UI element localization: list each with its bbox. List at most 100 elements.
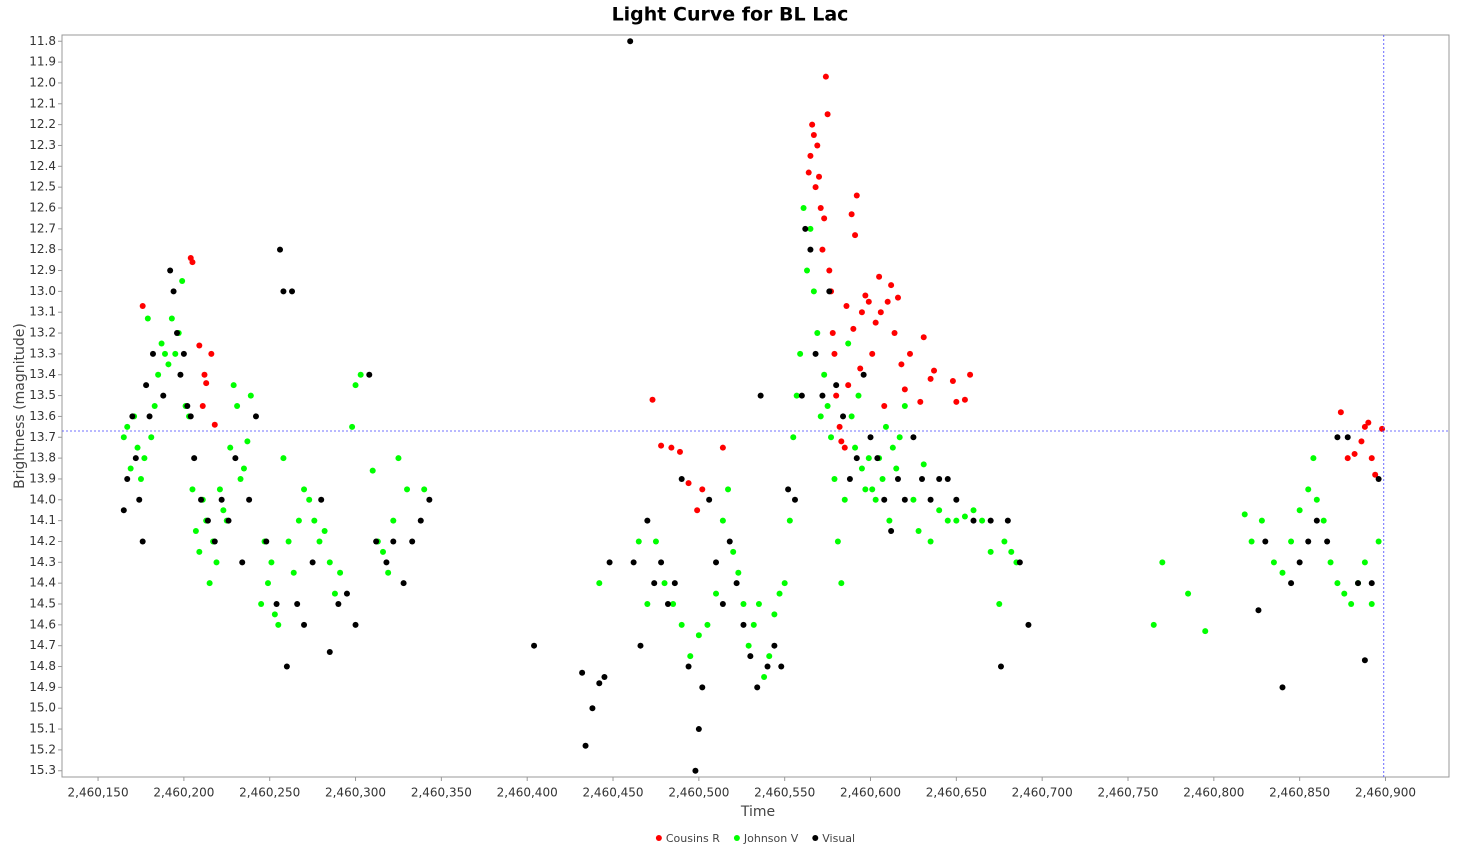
- data-point: [822, 73, 829, 80]
- data-point: [936, 475, 943, 482]
- data-point: [426, 496, 433, 503]
- data-point: [881, 496, 888, 503]
- x-tick-label: 2,460,800: [1183, 786, 1244, 800]
- data-point: [352, 621, 359, 628]
- data-point: [404, 486, 411, 493]
- data-point: [812, 184, 819, 191]
- y-tick-label: 14.3: [29, 555, 56, 569]
- legend-label: Cousins R: [666, 832, 720, 845]
- data-point: [733, 580, 740, 587]
- data-point: [220, 507, 227, 514]
- data-point: [901, 496, 908, 503]
- data-point: [850, 325, 857, 332]
- data-point: [177, 371, 184, 378]
- y-tick-label: 11.9: [29, 55, 56, 69]
- data-point: [1355, 580, 1362, 587]
- data-point: [311, 517, 318, 524]
- x-tick-label: 2,460,400: [497, 786, 558, 800]
- data-point: [196, 548, 203, 555]
- plot-area: [61, 34, 1450, 778]
- data-point: [862, 292, 869, 299]
- data-point: [531, 642, 538, 649]
- data-point: [1348, 601, 1355, 608]
- data-point: [652, 538, 659, 545]
- data-point: [944, 475, 951, 482]
- data-point: [658, 442, 665, 449]
- data-point: [821, 215, 828, 222]
- data-point: [740, 601, 747, 608]
- data-point: [294, 601, 301, 608]
- data-point: [1344, 455, 1351, 462]
- data-point: [936, 507, 943, 514]
- data-point: [1255, 607, 1262, 614]
- data-point: [1270, 559, 1277, 566]
- data-point: [687, 653, 694, 660]
- data-point: [161, 350, 168, 357]
- data-point: [781, 580, 788, 587]
- data-point: [1327, 559, 1334, 566]
- data-point: [1004, 517, 1011, 524]
- data-point: [644, 517, 651, 524]
- data-point: [846, 475, 853, 482]
- data-point: [606, 559, 613, 566]
- data-point: [139, 302, 146, 309]
- data-point: [872, 496, 879, 503]
- data-point: [848, 413, 855, 420]
- data-point: [237, 475, 244, 482]
- data-point: [1368, 455, 1375, 462]
- data-point: [810, 132, 817, 139]
- data-point: [289, 288, 296, 295]
- data-point: [373, 538, 380, 545]
- data-point: [886, 517, 893, 524]
- legend-marker: [812, 835, 819, 841]
- data-point: [1361, 559, 1368, 566]
- data-point: [745, 642, 752, 649]
- data-point: [831, 475, 838, 482]
- x-tick-label: 2,460,350: [411, 786, 472, 800]
- data-point: [409, 538, 416, 545]
- data-point: [836, 423, 843, 430]
- data-point: [239, 559, 246, 566]
- data-point: [141, 455, 148, 462]
- data-point: [848, 211, 855, 218]
- data-point: [227, 444, 234, 451]
- data-point: [857, 365, 864, 372]
- data-point: [778, 663, 785, 670]
- data-point: [855, 392, 862, 399]
- data-point: [953, 517, 960, 524]
- data-point: [862, 486, 869, 493]
- data-point: [271, 611, 278, 618]
- x-tick-label: 2,460,900: [1355, 786, 1416, 800]
- data-point: [1262, 538, 1269, 545]
- y-tick-label: 12.9: [29, 263, 56, 277]
- data-point: [817, 204, 824, 211]
- data-point: [678, 475, 685, 482]
- data-point: [970, 507, 977, 514]
- data-point: [891, 330, 898, 337]
- data-point: [1001, 538, 1008, 545]
- y-tick-label: 14.9: [29, 680, 56, 694]
- data-point: [148, 434, 155, 441]
- data-point: [807, 225, 814, 232]
- y-tick-label: 13.9: [29, 471, 56, 485]
- data-point: [819, 392, 826, 399]
- data-point: [168, 315, 175, 322]
- data-point: [651, 580, 658, 587]
- data-point: [987, 548, 994, 555]
- data-point: [730, 548, 737, 555]
- data-point: [841, 444, 848, 451]
- data-point: [395, 455, 402, 462]
- data-point: [306, 496, 313, 503]
- data-point: [797, 350, 804, 357]
- data-point: [144, 315, 151, 322]
- data-point: [184, 403, 191, 409]
- data-point: [285, 538, 292, 545]
- data-point: [318, 496, 325, 503]
- data-point: [869, 350, 876, 357]
- data-point: [1258, 517, 1265, 524]
- data-point: [812, 350, 819, 357]
- data-point: [326, 559, 333, 566]
- data-point: [1372, 471, 1379, 478]
- data-point: [919, 475, 926, 482]
- data-point: [421, 486, 428, 493]
